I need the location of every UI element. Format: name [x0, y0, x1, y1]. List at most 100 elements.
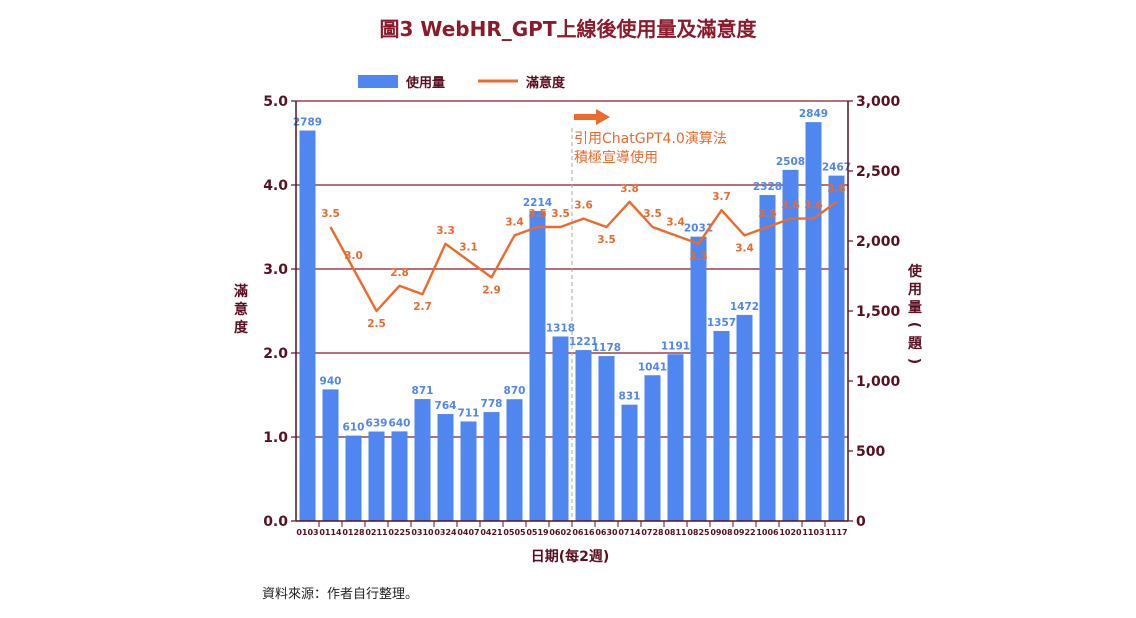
left-axis-ticks: 0.0 1.0 2.0 3.0 4.0 5.0: [263, 94, 296, 530]
right-tick-label: 1,500: [856, 304, 901, 320]
bar: [644, 375, 661, 521]
right-axis-title: 使用量 ( 題): [906, 263, 923, 364]
axis-title-char: (: [906, 322, 922, 328]
x-tick-label: 0728: [641, 528, 664, 537]
axis-title-char: 度: [234, 319, 249, 336]
satisfaction-polyline: [329, 200, 838, 313]
right-axis-ticks: 0 500 1,000 1,500 2,000 2,500 3,000: [848, 94, 901, 530]
bar-value-label: 1221: [569, 336, 598, 348]
bar-value-label: 831: [619, 391, 641, 403]
bar: [598, 356, 615, 521]
line-value-label: 2.8: [390, 267, 409, 279]
bar-value-label: 2214: [523, 197, 552, 209]
right-tick-label: 0: [856, 514, 866, 530]
bar-value-label: 2508: [776, 156, 805, 168]
bar: [690, 236, 707, 521]
line-value-label: 3.4: [666, 216, 685, 228]
bars: [299, 122, 845, 522]
left-tick-label: 0.0: [263, 514, 288, 530]
line-value-label: 3.5: [758, 208, 777, 220]
line-value-label: 2.5: [367, 318, 386, 330]
line-value-label: 3.7: [712, 191, 731, 203]
right-tick-label: 500: [856, 444, 885, 460]
line-value-label: 3.8: [827, 183, 846, 195]
right-tick-label: 2,500: [856, 164, 901, 180]
left-tick-label: 5.0: [263, 94, 288, 110]
x-tick-label: 1020: [779, 528, 802, 537]
annotation-line1: 引用ChatGPT4.0演算法: [574, 131, 727, 147]
bar-value-label: 711: [458, 407, 480, 419]
bar: [414, 399, 431, 521]
x-axis-ticks: 0103 0114 0128 0211 0225 0310 0324 0407 0421 0505…: [296, 521, 848, 537]
bar: [322, 389, 339, 521]
line-value-label: 3.6: [574, 200, 593, 212]
line-value-label: 2.7: [413, 301, 432, 313]
legend: 使用量 滿意度: [358, 75, 566, 91]
bar: [529, 211, 546, 522]
axis-title-char: 滿: [233, 283, 248, 300]
bar-value-label: 1318: [546, 322, 575, 334]
x-tick-label: 0128: [342, 528, 365, 537]
annotation-arrow-icon: [574, 109, 610, 125]
bar: [506, 399, 523, 521]
bar-value-label: 778: [481, 398, 503, 410]
bar: [368, 431, 385, 521]
left-axis-title: 滿意度: [233, 283, 249, 336]
bar-value-label: 1357: [707, 317, 736, 329]
bar: [736, 314, 753, 521]
source-note: 資料來源：作者自行整理。: [262, 587, 418, 602]
x-tick-label: 1117: [825, 528, 847, 537]
bar-value-label: 1178: [592, 342, 621, 354]
bar-value-label: 1041: [638, 361, 667, 373]
bar: [621, 404, 638, 521]
right-tick-label: 3,000: [856, 94, 901, 110]
line-value-label: 2.9: [482, 284, 501, 296]
axis-title-char: 使: [907, 263, 923, 280]
bar: [391, 431, 408, 521]
line-value-label: 3.6: [804, 200, 823, 212]
bar: [667, 354, 684, 521]
bar-value-label: 870: [504, 385, 526, 397]
x-tick-label: 1103: [802, 528, 824, 537]
line-value-label: 3.6: [781, 200, 800, 212]
line-value-label: 3.5: [643, 208, 662, 220]
axis-title-char: 用: [908, 282, 922, 298]
bar: [782, 169, 799, 521]
x-tick-label: 1006: [756, 528, 779, 537]
x-tick-label: 0114: [319, 528, 342, 537]
line-value-label: 3.8: [620, 183, 639, 195]
line-value-label: 3.5: [551, 208, 570, 220]
bar-value-label: 639: [366, 418, 388, 430]
satisfaction-line: [329, 200, 838, 313]
bar: [575, 350, 592, 521]
x-tick-label: 0811: [664, 528, 687, 537]
x-tick-label: 0922: [733, 528, 755, 537]
left-tick-label: 2.0: [263, 346, 288, 362]
bar-value-label: 764: [435, 400, 457, 412]
axis-title-char: 意: [234, 301, 248, 318]
x-tick-label: 0602: [549, 528, 571, 537]
bar: [828, 175, 845, 521]
axis-title-char: 量: [908, 300, 922, 316]
legend-bar-swatch: [358, 75, 398, 88]
bar-value-label: 2467: [822, 162, 851, 174]
x-tick-label: 0407: [457, 528, 479, 537]
legend-bar-label: 使用量: [405, 75, 445, 91]
x-tick-label: 0225: [388, 528, 411, 537]
x-tick-label: 0714: [618, 528, 641, 537]
x-tick-label: 0310: [411, 528, 434, 537]
axis-title-char: ): [906, 358, 922, 364]
x-tick-label: 0421: [480, 528, 503, 537]
axis-title-char: 題: [908, 336, 923, 352]
line-labels: 3.5 3.0 2.5 2.8 2.7 3.3 3.1 2.9 3.4 3.5 3.5 3.6 3.5 3…: [321, 183, 846, 330]
left-tick-label: 4.0: [263, 178, 288, 194]
x-tick-label: 0505: [503, 528, 526, 537]
bar: [483, 412, 500, 521]
line-value-label: 3.0: [344, 250, 363, 262]
bar: [437, 414, 454, 521]
bar-value-label: 2789: [293, 117, 322, 129]
chart-title: 圖3 WebHR_GPT上線後使用量及滿意度: [380, 17, 758, 41]
x-tick-label: 0616: [572, 528, 595, 537]
x-tick-label: 0324: [434, 528, 457, 537]
